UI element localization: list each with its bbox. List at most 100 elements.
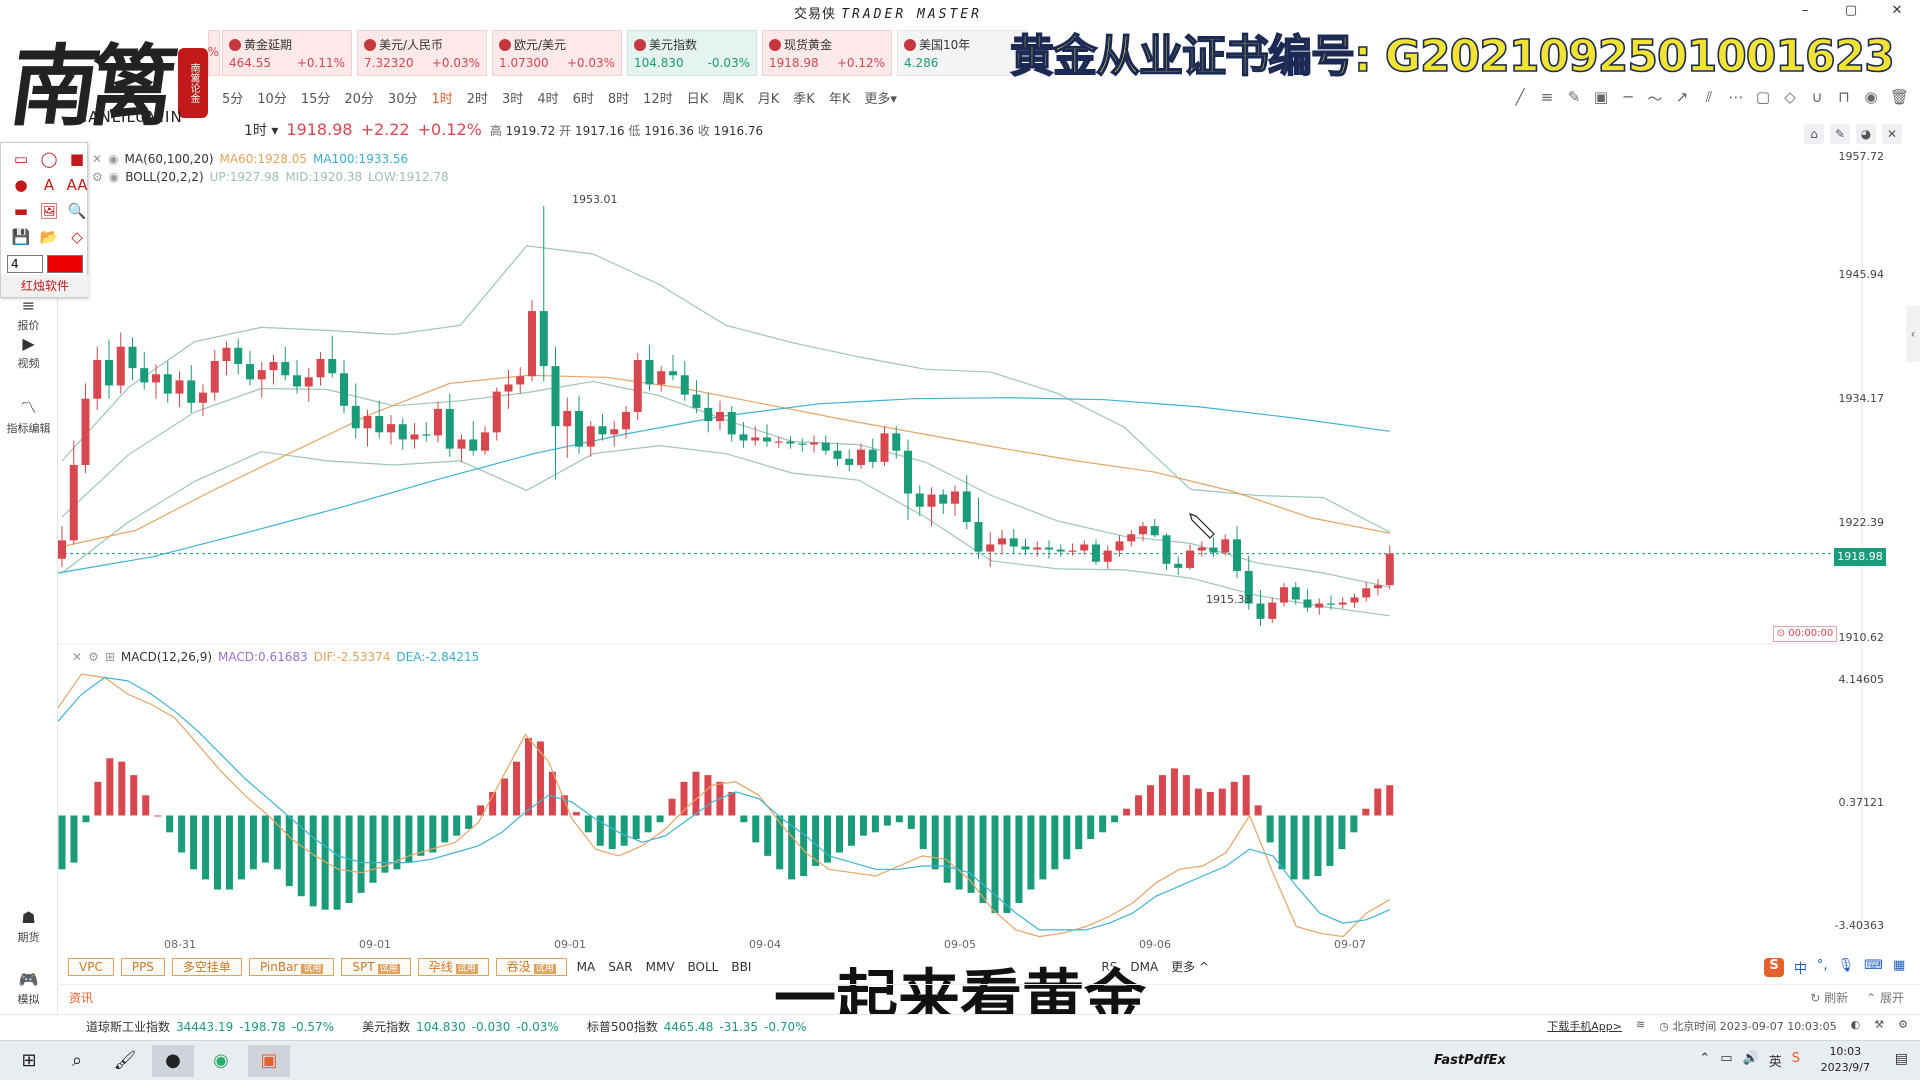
chevron-up-icon[interactable]: ⌃ [1699,1051,1711,1066]
indicator-tab[interactable]: MA [576,960,596,974]
ime-tray-icon[interactable]: 英 [1768,1055,1782,1070]
mic-icon[interactable]: 🎙 [1837,958,1855,973]
trial-indicator-tag[interactable]: 吞没 试用 [495,958,567,976]
color-select[interactable] [47,255,83,273]
timeframe-tab[interactable]: 2时 [466,92,489,107]
eye-icon[interactable]: ◉ [108,152,119,166]
taskbar-clock[interactable]: 10:03 2023/9/7 [1821,1044,1870,1076]
ticker-item[interactable]: 标普500指数 4465.48 -31.35 -0.70% [587,1018,807,1035]
timeframe-tab[interactable]: 15分 [300,92,331,107]
timeframe-tab[interactable]: 3时 [502,92,524,107]
collapse-right-panel-button[interactable]: ‹ [1906,306,1920,362]
image-icon[interactable]: ▣ [1593,88,1609,106]
settings-icon[interactable]: ⚙ [92,170,103,184]
font-size-icon[interactable]: AA [66,176,88,194]
boll-label[interactable]: BOLL(20,2,2) [125,170,204,184]
period-selector[interactable]: 1时 ▾ [244,123,279,139]
close-icon[interactable]: ✕ [72,650,83,664]
indicator-tab[interactable]: 更多 ^ [1171,960,1210,974]
start-icon[interactable]: ⊞ [21,1050,37,1071]
maximize-button[interactable]: ▢ [1844,3,1858,18]
indicator-tab[interactable]: BOLL [687,960,719,974]
erase-icon[interactable]: ◇ [1784,88,1796,106]
search-icon[interactable]: ⌕ [71,1050,83,1071]
indicator-tab[interactable]: DMA [1130,960,1159,974]
expand-button[interactable]: ⌃ 展开 [1866,989,1904,1006]
hline-icon[interactable]: ─ [1623,88,1633,106]
save-icon[interactable]: 💾 [11,228,31,246]
settings-icon[interactable]: ⚙ [1898,1018,1908,1031]
trash-icon[interactable]: 🗑 [1890,88,1910,106]
network-icon[interactable]: ▭ [1720,1051,1733,1066]
parallel-icon[interactable]: ⫽ [1705,88,1713,106]
minimize-button[interactable]: – [1801,3,1809,18]
timeframe-tab[interactable]: 5分 [222,92,244,107]
quote-tab[interactable]: 美国10年 4.286 [897,30,1027,76]
sidebar-item-quotes[interactable]: ≡ 报价 [0,296,57,333]
refresh-button[interactable]: ↻ 刷新 [1810,989,1848,1006]
ticker-item[interactable]: 道琼斯工业指数 34443.19 -198.78 -0.57% [86,1018,334,1035]
line-icon[interactable]: ▬ [13,202,29,220]
notification-icon[interactable]: ▤ [1894,1051,1908,1067]
more-icon[interactable]: ⋯ [1728,88,1744,106]
indicator-tag[interactable]: 多空挂单 [171,958,242,976]
sidebar-item-futures[interactable]: ☗ 期货 [0,908,57,945]
indicator-tab[interactable]: BBI [731,960,752,974]
expand-icon[interactable]: ⊞ [104,650,115,664]
timeframe-tab[interactable]: 10分 [257,92,287,107]
sogou-tray-icon[interactable]: S [1791,1051,1800,1066]
quote-tab[interactable]: 现货黄金 1918.98 +0.12% [762,30,892,76]
quote-tab-partial[interactable]: % [208,30,220,76]
wave-icon[interactable]: 〜 [1647,90,1663,108]
line-width-select[interactable]: 4 [7,255,43,273]
zoom-icon[interactable]: 🔍 [67,202,87,220]
text-icon[interactable]: A [43,176,55,194]
eraser-icon[interactable]: ✎ [1567,88,1581,106]
eye-icon[interactable]: ◉ [108,170,120,184]
trader-app-icon[interactable]: ▣ [248,1045,290,1077]
timeframe-tab[interactable]: 30分 [387,92,418,107]
chart-layout-icon[interactable]: ⌂ [1804,124,1824,144]
download-app-link[interactable]: 下载手机App> [1547,1020,1622,1033]
recorder-icon[interactable]: ● [152,1045,194,1077]
speaker-icon[interactable]: 🔊 [1742,1051,1759,1066]
wechat-icon[interactable]: ◉ [213,1050,229,1071]
image-icon[interactable]: 🖼 [39,202,59,220]
indicator-tab[interactable]: SAR [608,960,633,974]
sidebar-item-indicator-edit[interactable]: 〽指标编辑 [0,394,57,436]
ma-label[interactable]: MA(60,100,20) [124,152,214,166]
edit-icon[interactable]: ▢ [1755,88,1771,106]
quote-tab[interactable]: 欧元/美元 1.07300 +0.03% [492,30,622,76]
pencil-icon[interactable]: ╱ [1515,88,1525,106]
chart-close-icon[interactable]: ✕ [1882,124,1902,144]
ime-lang[interactable]: 中 [1794,962,1808,977]
sidebar-item-simulate[interactable]: 🎮 模拟 [0,970,57,1007]
timeframe-tab[interactable]: 更多▾ [864,92,897,107]
filled-circle-icon[interactable]: ● [14,176,28,194]
volume-icon[interactable]: ◐ [1850,1018,1861,1031]
grid-icon[interactable]: ▦ [1892,958,1906,973]
wrench-icon[interactable]: ⚒ [1874,1018,1885,1031]
sogou-icon[interactable]: S [1764,958,1784,977]
ticker-item[interactable]: 美元指数 104.830 -0.030 -0.03% [362,1018,559,1035]
settings-icon[interactable]: ⚙ [88,650,99,664]
timeframe-tab[interactable]: 周K [722,92,744,107]
trial-indicator-tag[interactable]: SPT 试用 [341,958,411,976]
quote-tab[interactable]: 美元指数 104.830 -0.03% [627,30,757,76]
filled-rect-icon[interactable]: ■ [69,150,85,168]
ruler-icon[interactable]: ≡ [1540,88,1554,106]
indicator-tag[interactable]: VPC [68,958,114,976]
chart-draw-icon[interactable]: ✎ [1830,124,1850,144]
trial-indicator-tag[interactable]: PinBar 试用 [248,958,335,976]
trend-icon[interactable]: ↗ [1675,88,1689,106]
keyboard-icon[interactable]: ⌨ [1864,958,1883,973]
timeframe-tab[interactable]: 8时 [607,92,630,107]
quote-tab[interactable]: 黄金延期 464.55 +0.11% [222,30,352,76]
timeframe-tab[interactable]: 6时 [572,92,594,107]
timeframe-tab[interactable]: 20分 [344,92,374,107]
timeframe-tab[interactable]: 4时 [537,92,559,107]
eye-icon[interactable]: ◉ [1864,88,1878,106]
close-button[interactable]: ✕ [1891,3,1903,18]
timeframe-tab[interactable]: 1时 [431,92,453,107]
